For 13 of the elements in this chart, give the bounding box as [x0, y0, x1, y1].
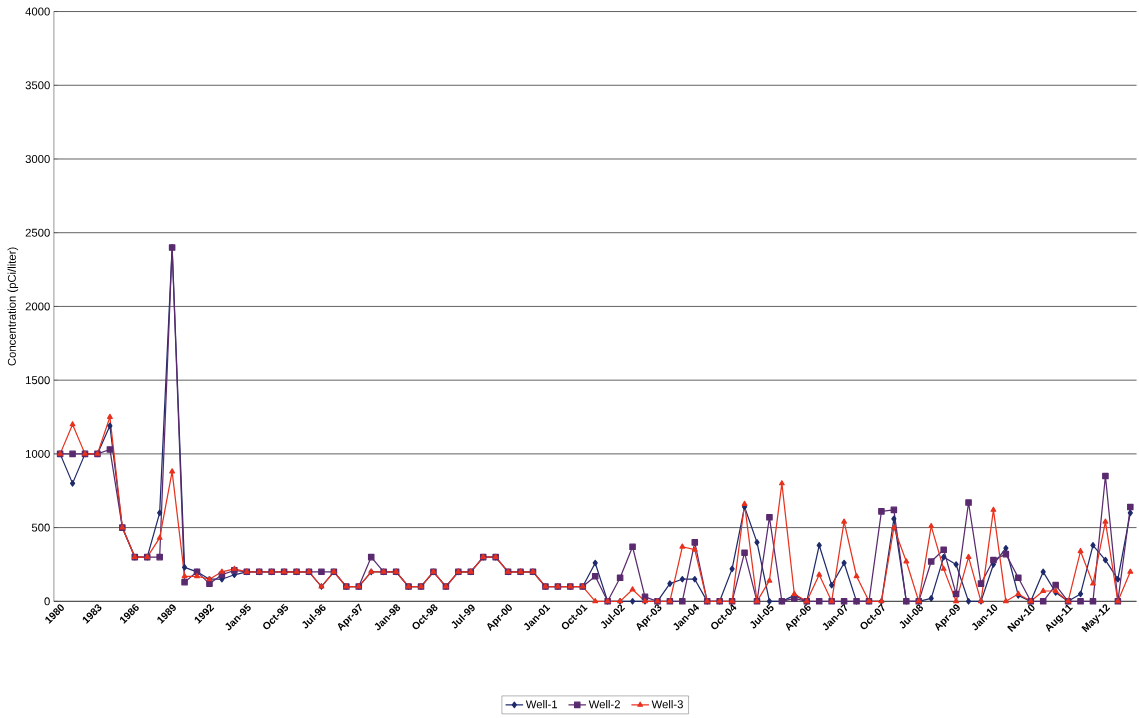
y-tick-label: 500 — [31, 523, 50, 532]
legend-label: Well-3 — [651, 699, 683, 709]
y-tick-label: 2500 — [25, 228, 50, 237]
y-axis-title: Concentration (pCi/liter) — [7, 247, 19, 366]
legend-label: Well-2 — [588, 699, 620, 709]
y-tick-label: 4000 — [25, 7, 50, 16]
y-tick-label: 3500 — [25, 81, 50, 90]
y-tick-label: 3000 — [25, 154, 50, 163]
y-tick-label: 1500 — [25, 376, 50, 385]
y-tick-label: 1000 — [25, 449, 50, 458]
y-tick-label: 2000 — [25, 302, 50, 311]
legend-label: Well-1 — [525, 699, 558, 709]
y-tick-label: 0 — [44, 597, 50, 606]
